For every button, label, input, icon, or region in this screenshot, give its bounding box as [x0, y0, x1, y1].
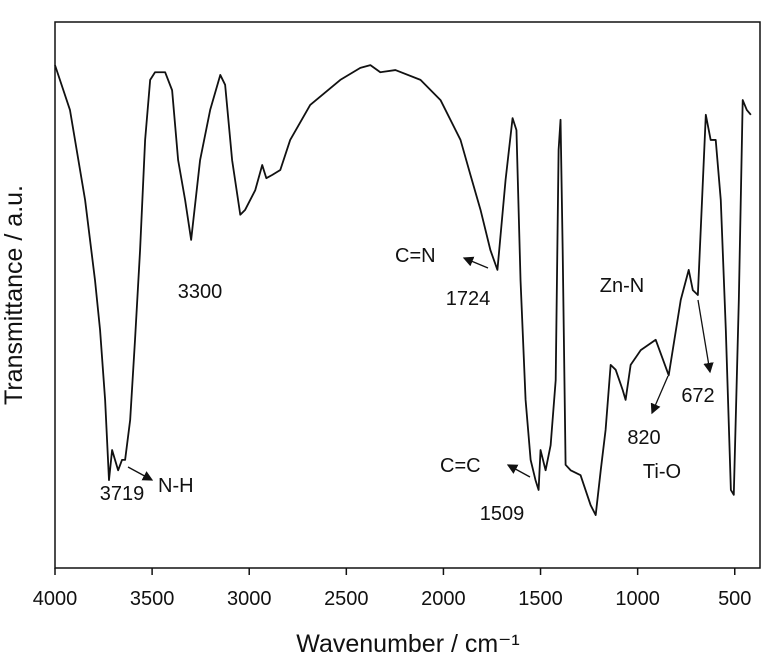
arrow	[506, 464, 531, 478]
x-tick-label: 500	[718, 588, 751, 610]
annotation: Zn-N	[600, 275, 644, 297]
x-tick-label: 4000	[33, 588, 78, 610]
y-axis-label: Transmittance / a.u.	[0, 185, 28, 405]
spectrum-line	[54, 64, 752, 516]
annotation: C=N	[395, 245, 436, 267]
arrow	[462, 256, 489, 269]
annotation: 1724	[446, 288, 491, 310]
annotation: 672	[681, 385, 714, 407]
x-tick-label: 2500	[324, 588, 369, 610]
annotation: 1509	[480, 503, 525, 525]
plot-frame	[54, 21, 761, 569]
annotation: Ti-O	[643, 461, 681, 483]
annotation: N-H	[158, 475, 194, 497]
annotations	[127, 256, 714, 481]
x-tick-label: 1500	[518, 588, 563, 610]
x-tick-label: 3000	[227, 588, 272, 610]
arrow	[697, 299, 714, 374]
annotation: 3300	[178, 281, 223, 303]
x-tick-label: 2000	[421, 588, 466, 610]
annotation: 820	[627, 427, 660, 449]
x-tick-label: 1000	[615, 588, 660, 610]
x-tick-label: 3500	[130, 588, 175, 610]
annotation: 3719	[100, 483, 145, 505]
arrow	[127, 466, 154, 481]
arrow	[650, 375, 669, 415]
annotation: C=C	[440, 455, 481, 477]
x-axis-label: Wavenumber / cm⁻¹	[296, 630, 519, 658]
